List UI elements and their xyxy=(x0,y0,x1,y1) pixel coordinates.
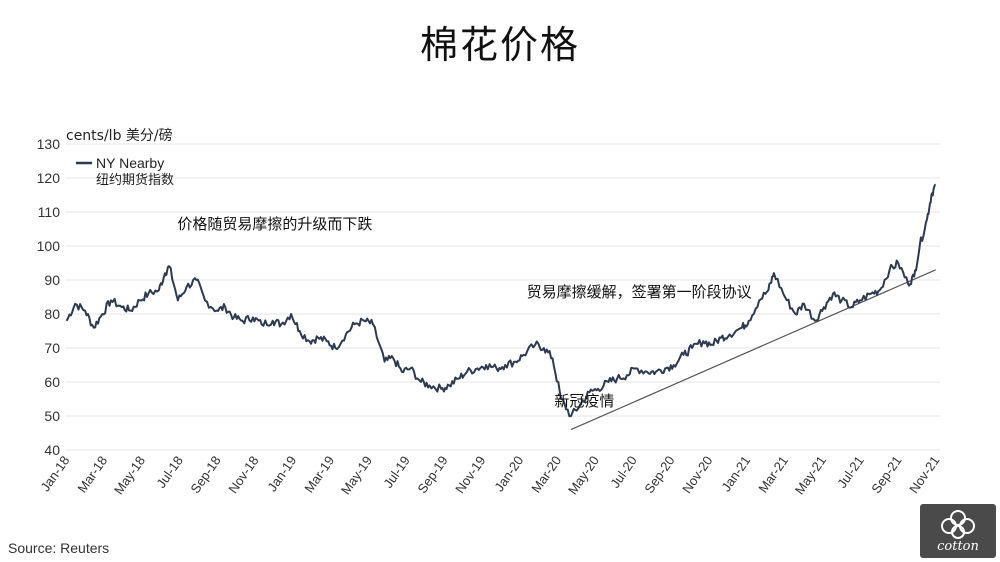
cotton-logo: cotton xyxy=(920,504,996,558)
x-tick-label: Jan-20 xyxy=(491,453,526,494)
x-tick-label: May-18 xyxy=(111,453,148,497)
x-tick-label: Sep-21 xyxy=(868,453,904,496)
x-tick-label: Mar-19 xyxy=(301,453,337,495)
x-tick-label: Nov-19 xyxy=(452,453,488,496)
x-tick-label: May-19 xyxy=(338,453,375,497)
annotation: 价格随贸易摩擦的升级而下跌 xyxy=(177,215,372,233)
logo-text: cotton xyxy=(937,539,979,554)
y-tick-label: 70 xyxy=(44,340,60,356)
x-tick-label: May-21 xyxy=(792,453,829,497)
legend-entry-cn: 纽约期货指数 xyxy=(96,172,174,188)
x-tick-label: Sep-19 xyxy=(414,453,450,496)
x-tick-label: Jul-18 xyxy=(153,453,186,491)
series-line xyxy=(65,183,936,418)
x-tick-label: Sep-20 xyxy=(641,453,677,496)
y-tick-label: 90 xyxy=(44,272,60,288)
y-tick-label: 50 xyxy=(44,408,60,424)
source-note: Source: Reuters xyxy=(8,540,110,556)
chart-title: 棉花价格 xyxy=(419,23,580,67)
y-tick-label: 110 xyxy=(38,204,61,220)
x-tick-label: Nov-18 xyxy=(225,453,261,496)
x-tick-label: Mar-20 xyxy=(528,453,564,495)
y-axis-label: cents/lb 美分/磅 xyxy=(66,127,173,144)
y-tick-label: 60 xyxy=(44,374,60,390)
x-tick-label: Nov-20 xyxy=(679,453,715,496)
x-tick-label: Jul-21 xyxy=(834,453,867,491)
trendline xyxy=(570,269,936,431)
x-tick-label: Jan-21 xyxy=(718,453,753,494)
legend-entry: NY Nearby xyxy=(96,155,164,171)
y-tick-label: 40 xyxy=(44,442,60,458)
x-tick-label: Sep-18 xyxy=(187,453,223,496)
y-tick-label: 80 xyxy=(44,306,60,322)
x-tick-label: Mar-18 xyxy=(74,453,110,495)
x-tick-label: Jan-18 xyxy=(37,453,72,494)
annotation: 贸易摩擦缓解，签署第一阶段协议 xyxy=(527,283,752,301)
y-tick-label: 120 xyxy=(37,170,61,186)
x-tick-label: Jan-19 xyxy=(264,453,299,494)
x-tick-label: Nov-21 xyxy=(906,453,942,496)
y-tick-label: 100 xyxy=(37,238,61,254)
x-tick-label: Mar-21 xyxy=(755,453,791,495)
annotation: 新冠疫情 xyxy=(554,392,614,410)
cotton-boll-icon xyxy=(941,510,975,539)
y-tick-label: 130 xyxy=(37,136,61,152)
x-tick-label: Jul-19 xyxy=(380,453,413,491)
x-tick-label: Jul-20 xyxy=(607,453,640,491)
x-tick-label: May-20 xyxy=(565,453,602,497)
